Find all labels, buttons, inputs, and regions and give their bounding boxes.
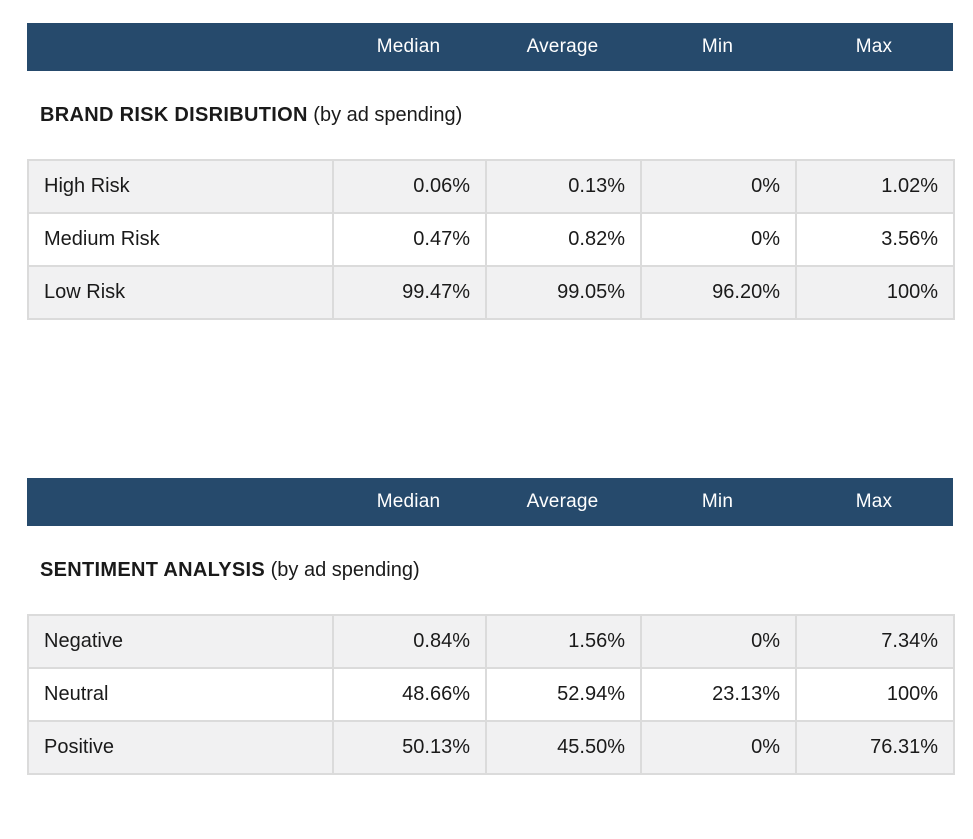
cell-average: 45.50%	[485, 720, 642, 775]
table-row-low-risk: Low Risk 99.47% 99.05% 96.20% 100%	[27, 265, 955, 320]
row-label: Negative	[27, 614, 334, 669]
section-sentiment-analysis: Median Average Min Max SENTIMENT ANALYSI…	[27, 478, 955, 775]
column-header-median: Median	[376, 36, 441, 57]
column-header-max: Max	[855, 491, 893, 512]
sentiment-title: SENTIMENT ANALYSIS (by ad spending)	[40, 558, 953, 582]
cell-average: 1.56%	[485, 614, 642, 669]
brand-risk-header-bar: Median Average Min Max	[27, 23, 953, 71]
brand-risk-table: High Risk 0.06% 0.13% 0% 1.02% Medium Ri…	[27, 159, 955, 320]
cell-median: 99.47%	[332, 265, 487, 320]
cell-average: 0.13%	[485, 159, 642, 214]
cell-max: 7.34%	[795, 614, 955, 669]
cell-average: 52.94%	[485, 667, 642, 722]
row-label: High Risk	[27, 159, 334, 214]
table-row-positive: Positive 50.13% 45.50% 0% 76.31%	[27, 720, 955, 775]
row-label: Low Risk	[27, 265, 334, 320]
column-header-min: Min	[701, 36, 734, 57]
sentiment-header-bar: Median Average Min Max	[27, 478, 953, 526]
sentiment-title-main: SENTIMENT ANALYSIS	[40, 559, 266, 581]
cell-median: 0.47%	[332, 212, 487, 267]
column-header-max: Max	[855, 36, 893, 57]
brand-risk-title: BRAND RISK DISRIBUTION (by ad spending)	[40, 103, 953, 127]
table-row-medium-risk: Medium Risk 0.47% 0.82% 0% 3.56%	[27, 212, 955, 267]
cell-min: 0%	[640, 614, 797, 669]
table-row-negative: Negative 0.84% 1.56% 0% 7.34%	[27, 614, 955, 669]
cell-min: 0%	[640, 720, 797, 775]
cell-median: 0.84%	[332, 614, 487, 669]
table-row-high-risk: High Risk 0.06% 0.13% 0% 1.02%	[27, 159, 955, 214]
brand-risk-title-main: BRAND RISK DISRIBUTION	[40, 104, 308, 126]
sentiment-table: Negative 0.84% 1.56% 0% 7.34% Neutral 48…	[27, 614, 955, 775]
column-header-min: Min	[701, 491, 734, 512]
row-label: Medium Risk	[27, 212, 334, 267]
cell-median: 0.06%	[332, 159, 487, 214]
cell-max: 100%	[795, 265, 955, 320]
cell-median: 50.13%	[332, 720, 487, 775]
brand-risk-title-note: (by ad spending)	[313, 104, 463, 126]
row-label: Positive	[27, 720, 334, 775]
row-label: Neutral	[27, 667, 334, 722]
cell-average: 99.05%	[485, 265, 642, 320]
cell-max: 100%	[795, 667, 955, 722]
column-header-average: Average	[526, 36, 599, 57]
section-brand-risk: Median Average Min Max BRAND RISK DISRIB…	[27, 23, 955, 320]
cell-min: 0%	[640, 212, 797, 267]
report-page: Median Average Min Max BRAND RISK DISRIB…	[0, 23, 973, 839]
cell-max: 76.31%	[795, 720, 955, 775]
cell-min: 96.20%	[640, 265, 797, 320]
cell-min: 23.13%	[640, 667, 797, 722]
cell-min: 0%	[640, 159, 797, 214]
cell-average: 0.82%	[485, 212, 642, 267]
cell-max: 1.02%	[795, 159, 955, 214]
cell-median: 48.66%	[332, 667, 487, 722]
table-row-neutral: Neutral 48.66% 52.94% 23.13% 100%	[27, 667, 955, 722]
sentiment-title-note: (by ad spending)	[270, 559, 420, 581]
column-header-median: Median	[376, 491, 441, 512]
cell-max: 3.56%	[795, 212, 955, 267]
column-header-average: Average	[526, 491, 599, 512]
